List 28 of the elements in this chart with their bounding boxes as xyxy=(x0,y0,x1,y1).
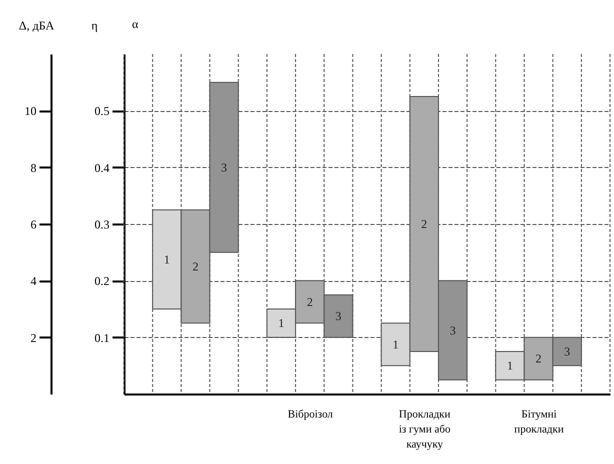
y2-tick-label: 0.5 xyxy=(94,104,110,118)
series-label: 2 xyxy=(536,352,542,366)
y2-tick-label: 0.1 xyxy=(94,330,110,345)
y-tick-label: 10 xyxy=(24,104,36,118)
x-tick-label: Віброізол xyxy=(288,408,334,420)
text: 1 xyxy=(392,337,399,352)
y-tick-label: 4 xyxy=(30,274,36,288)
text: α xyxy=(132,17,139,31)
y-tick-label: 2 xyxy=(30,330,36,345)
text: 3 xyxy=(450,323,456,338)
text: 2 xyxy=(421,217,428,231)
y2-tick-label: 0.3 xyxy=(94,218,110,232)
x-tick-label: Бітумні прокладки xyxy=(514,408,564,436)
y-axis-title: Δ, дБА xyxy=(18,18,54,32)
y-tick-label: 6 xyxy=(30,218,36,232)
y2-axis-title: η xyxy=(91,18,98,32)
text: 1 xyxy=(164,252,170,266)
text: 3 xyxy=(335,309,342,324)
y2-tick-label: 0.2 xyxy=(94,274,110,288)
series-label: 1 xyxy=(278,316,284,330)
text: 1 xyxy=(506,358,513,373)
text: 2 xyxy=(192,260,198,274)
x-tick-label: Прокладки із гуми або каучуку xyxy=(398,408,451,450)
y-tick-label: 8 xyxy=(30,160,36,175)
y2-tick-label: 0.4 xyxy=(94,160,110,175)
text: 3 xyxy=(221,160,228,174)
series-label: 3 xyxy=(564,344,570,358)
text: 2 xyxy=(306,294,313,309)
